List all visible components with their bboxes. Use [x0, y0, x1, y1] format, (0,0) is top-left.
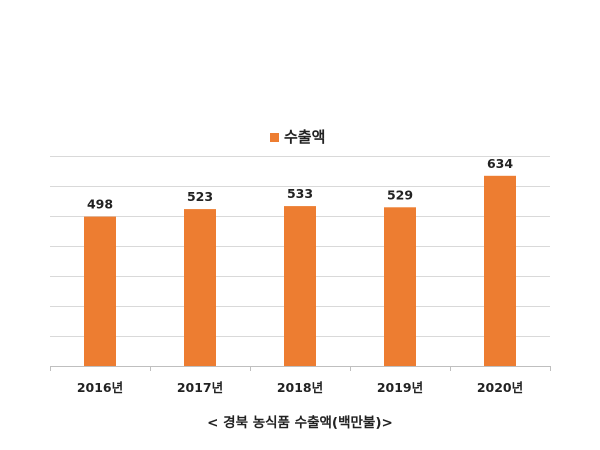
bar-2016년	[84, 216, 116, 366]
legend-swatch	[270, 133, 279, 142]
x-tick-label: 2017년	[177, 380, 223, 395]
bar-2020년	[484, 175, 516, 366]
chart-caption: < 경북 농식품 수출액(백만불)>	[207, 414, 393, 431]
x-ticks	[50, 366, 551, 371]
legend-label: 수출액	[284, 128, 325, 146]
x-tick-label: 2019년	[377, 380, 423, 395]
bar-2019년	[384, 207, 416, 366]
data-label: 523	[187, 189, 213, 204]
data-labels: 498 523 533 529 634	[87, 156, 513, 212]
data-label: 529	[387, 187, 413, 202]
data-label: 634	[487, 156, 513, 171]
bar-2018년	[284, 206, 316, 366]
data-label: 533	[287, 186, 313, 201]
data-label: 498	[87, 197, 113, 212]
x-tick-labels: 2016년 2017년 2018년 2019년 2020년	[77, 380, 523, 395]
x-tick-label: 2018년	[277, 380, 323, 395]
legend: 수출액	[270, 128, 325, 146]
x-tick-label: 2020년	[477, 380, 523, 395]
x-tick-label: 2016년	[77, 380, 123, 395]
bar-2017년	[184, 209, 216, 366]
bars	[84, 175, 516, 366]
